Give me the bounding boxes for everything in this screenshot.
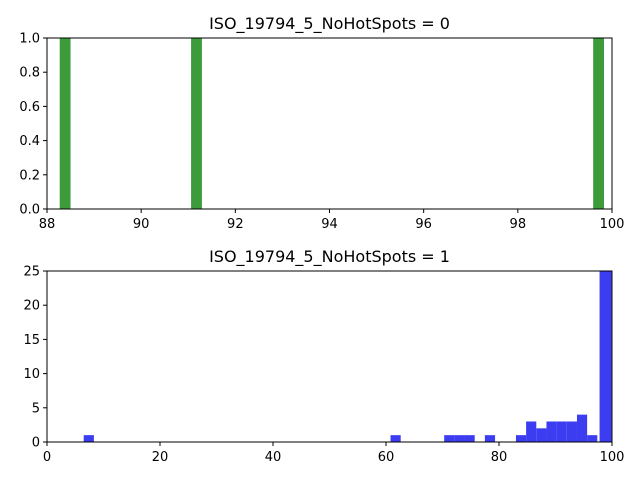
x-tick-label: 40 [265, 450, 282, 465]
histogram-bar [536, 428, 547, 442]
y-tick-label: 0.2 [19, 168, 40, 183]
histogram-bar [546, 421, 557, 442]
y-tick-label: 0.0 [19, 203, 40, 218]
x-tick-label: 0 [43, 450, 51, 465]
chart-panel-hotspots-0: 88 90 92 94 96 98 100 0.0 0.2 0.4 0.6 0.8 1.0 ISO_197… [19, 14, 624, 232]
chart-title: ISO_19794_5_NoHotSpots = 0 [209, 14, 450, 34]
x-tick-label: 100 [600, 450, 625, 465]
histogram-bar [390, 435, 401, 442]
histogram-bar [454, 435, 465, 442]
chart-title: ISO_19794_5_NoHotSpots = 1 [209, 247, 450, 267]
x-tick-label: 98 [510, 217, 527, 232]
x-tick-label: 94 [321, 217, 338, 232]
y-tick-label: 15 [23, 333, 40, 348]
axes-frame [46, 270, 613, 443]
y-tick-label: 20 [23, 299, 40, 314]
chart-panel-hotspots-1: 0 20 40 60 80 100 0 5 10 15 20 25 ISO_19794_5_NoHotS… [23, 247, 624, 465]
x-tick-label: 80 [491, 450, 508, 465]
y-tick-label: 0.4 [19, 134, 40, 149]
y-tick-label: 10 [23, 367, 40, 382]
histogram-bar [593, 38, 604, 209]
y-tick-label: 0.8 [19, 66, 40, 81]
histogram-bar [83, 435, 94, 442]
y-tick-label: 0 [32, 436, 40, 451]
x-tick-label: 96 [415, 217, 432, 232]
histogram-bar [515, 435, 527, 442]
x-tick-label: 100 [600, 217, 625, 232]
histogram-bar [484, 435, 496, 442]
histogram-bar [59, 38, 71, 209]
y-tick-label: 5 [32, 401, 40, 416]
histogram-bar [526, 421, 537, 442]
y-tick-label: 0.6 [19, 100, 40, 115]
x-tick-label: 92 [227, 217, 244, 232]
x-tick-label: 20 [152, 450, 169, 465]
y-tick-label: 1.0 [19, 32, 40, 47]
y-tick-label: 25 [23, 265, 40, 280]
histogram-bar [566, 421, 577, 442]
histogram-bar [587, 435, 598, 442]
histogram-bar [464, 435, 475, 442]
x-tick-label: 88 [39, 217, 56, 232]
x-tick-label: 90 [133, 217, 150, 232]
histogram-bar [191, 38, 202, 209]
histogram-bar [444, 435, 455, 442]
x-tick-label: 60 [378, 450, 395, 465]
histogram-bar [576, 414, 588, 442]
histogram-bar [556, 421, 567, 442]
histogram-bar [599, 271, 612, 442]
